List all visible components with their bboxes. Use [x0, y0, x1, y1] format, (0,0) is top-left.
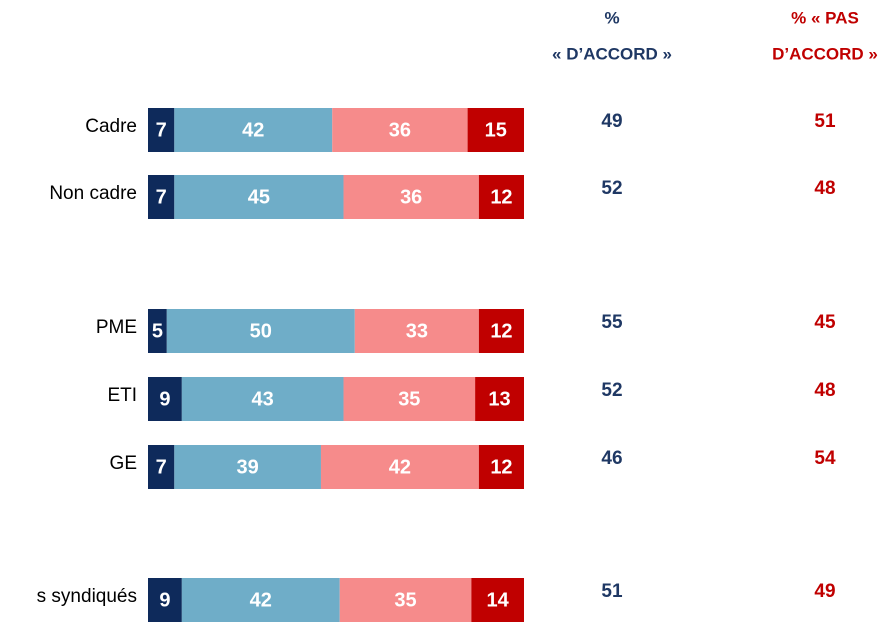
bar-segment — [181, 578, 340, 622]
bar-segment — [174, 108, 333, 152]
bar-segment — [148, 175, 175, 219]
bar-segment — [467, 108, 524, 152]
column-value: 51 — [814, 111, 836, 132]
bar-segment — [343, 377, 476, 421]
bar-segment — [343, 175, 479, 219]
bar-segment — [181, 377, 344, 421]
column-value: 51 — [601, 581, 623, 602]
bar-segment — [478, 309, 524, 353]
bar-segment — [475, 377, 524, 421]
column-value: 46 — [601, 448, 622, 469]
bar-value-label: 42 — [242, 119, 264, 141]
bar-value-label: 35 — [394, 589, 416, 611]
bar-segment — [166, 309, 355, 353]
column-value: 52 — [601, 380, 622, 401]
column-value: 49 — [601, 111, 622, 132]
bar-segment — [478, 445, 524, 489]
bar-segment — [471, 578, 524, 622]
bar-value-label: 12 — [490, 456, 512, 478]
category-label: GE — [110, 453, 137, 474]
bar-segment — [320, 445, 479, 489]
bar-value-label: 33 — [406, 320, 428, 342]
bar-value-label: 43 — [252, 388, 274, 410]
category-label: s syndiqués — [37, 586, 137, 607]
bar-segment — [148, 445, 175, 489]
column-value: 48 — [814, 178, 835, 199]
column-value: 49 — [814, 581, 835, 602]
bar-value-label: 15 — [485, 119, 507, 141]
bar-segment — [174, 445, 321, 489]
bar-value-label: 7 — [156, 186, 167, 208]
column-header: D’ACCORD » — [772, 44, 878, 63]
bar-value-label: 39 — [237, 456, 259, 478]
bar-segment — [148, 108, 175, 152]
bar-segment — [332, 108, 468, 152]
bar-segment — [174, 175, 344, 219]
column-value: 45 — [814, 312, 836, 333]
bar-segment — [354, 309, 479, 353]
bar-value-label: 42 — [389, 456, 411, 478]
bar-segment — [148, 309, 167, 353]
category-label: ETI — [107, 385, 137, 406]
column-header: « D’ACCORD » — [552, 44, 672, 63]
column-header: % « PAS — [791, 8, 859, 27]
column-value: 54 — [814, 448, 836, 469]
column-value: 55 — [601, 312, 623, 333]
bar-value-label: 14 — [487, 589, 510, 611]
bar-value-label: 35 — [398, 388, 420, 410]
column-value: 52 — [601, 178, 622, 199]
bar-value-label: 12 — [490, 320, 512, 342]
bar-value-label: 36 — [389, 119, 411, 141]
bar-segment — [148, 377, 182, 421]
category-label: Non cadre — [49, 183, 137, 204]
bar-segment — [339, 578, 472, 622]
category-label: PME — [96, 317, 137, 338]
bar-value-label: 5 — [152, 320, 163, 342]
bar-value-label: 50 — [250, 320, 272, 342]
bar-value-label: 42 — [250, 589, 272, 611]
bar-value-label: 13 — [488, 388, 510, 410]
bar-segment — [478, 175, 524, 219]
bar-value-label: 45 — [248, 186, 270, 208]
column-header: % — [604, 8, 619, 27]
bar-value-label: 7 — [156, 456, 167, 478]
column-value: 48 — [814, 380, 835, 401]
bar-value-label: 36 — [400, 186, 422, 208]
bar-value-label: 9 — [159, 589, 170, 611]
bar-value-label: 9 — [159, 388, 170, 410]
bar-value-label: 7 — [156, 119, 167, 141]
bar-segment — [148, 578, 182, 622]
category-label: Cadre — [85, 116, 137, 137]
bar-value-label: 12 — [490, 186, 512, 208]
